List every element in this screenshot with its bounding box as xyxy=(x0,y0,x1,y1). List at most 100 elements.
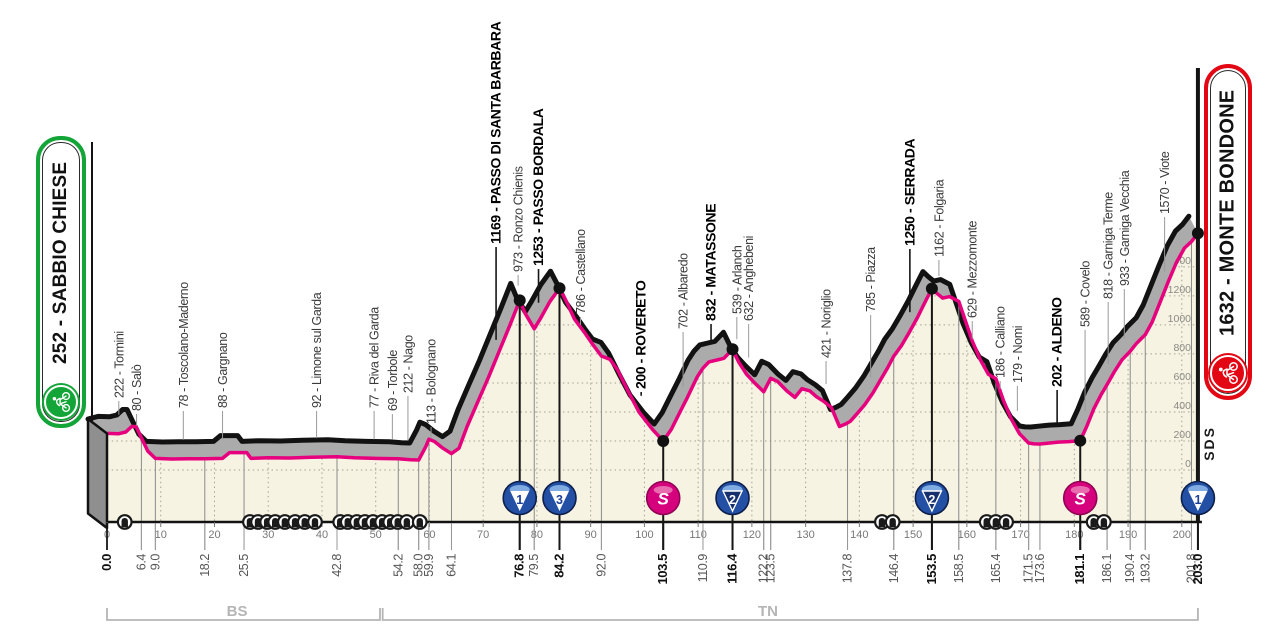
climb-icon-cat-1: 1 xyxy=(502,480,538,516)
x-tick-label: 90 xyxy=(585,529,597,541)
text: 1 xyxy=(1194,493,1201,507)
waypoint-label: 702 - Albaredo xyxy=(677,253,691,329)
x-tick-label: 10 xyxy=(155,529,167,541)
path xyxy=(311,518,319,528)
waypoint-label: 632 - Anghebeni xyxy=(742,236,756,321)
climb-icon-cat-3: 3 xyxy=(542,480,577,516)
waypoint-label: 92 - Limone sul Garda xyxy=(310,292,324,408)
province-label: TN xyxy=(758,603,778,620)
climb-icon-cat-2: 2 xyxy=(914,480,950,516)
km-label: 190.4 xyxy=(1123,554,1137,584)
summit-dot xyxy=(553,282,566,295)
waypoint-label: 933 - Garniga Vecchia xyxy=(1118,170,1132,286)
text: 1 xyxy=(516,493,523,507)
km-label: 84.2 xyxy=(551,554,566,578)
waypoint-label: 186 - Calliano xyxy=(994,306,1008,378)
profile-line xyxy=(106,232,1200,462)
km-label: 92.0 xyxy=(594,554,608,577)
credit-sds: SDS xyxy=(1201,426,1217,461)
km-label: 54.2 xyxy=(391,554,405,577)
waypoint-label: 589 - Covelo xyxy=(1079,260,1093,327)
tunnel-icon xyxy=(411,514,428,530)
path xyxy=(1100,518,1108,528)
x-tick-label: 40 xyxy=(316,529,328,541)
path xyxy=(878,518,886,528)
tunnel-icon xyxy=(307,514,323,530)
province-label: BS xyxy=(227,603,248,620)
text: 2 xyxy=(729,493,736,507)
km-label: 103.5 xyxy=(655,554,670,585)
path xyxy=(921,490,943,513)
x-tick-label: 80 xyxy=(531,529,543,541)
waypoint-label: 88 - Gargnano xyxy=(216,332,230,408)
km-label: 171.5 xyxy=(1022,554,1036,584)
waypoint-label: 80 - Salò xyxy=(130,364,144,411)
path xyxy=(121,518,128,528)
km-label: 146.4 xyxy=(887,554,901,584)
path xyxy=(416,518,423,528)
start-face xyxy=(86,417,109,530)
km-label: 203.0 xyxy=(1190,554,1205,585)
ellipse xyxy=(653,486,673,494)
tunnel-icon xyxy=(1095,514,1112,530)
profile-area-fill xyxy=(107,233,1198,522)
km-label: 193.2 xyxy=(1138,554,1152,584)
province-bracket xyxy=(106,608,381,621)
text: S xyxy=(658,490,670,509)
tunnel-icon xyxy=(398,514,415,530)
km-label: 165.4 xyxy=(989,554,1003,584)
waypoint-label: 818 - Garniga Terme xyxy=(1102,192,1116,299)
waypoint-label: 1570 - Viote xyxy=(1158,151,1172,214)
km-label: 201.8 xyxy=(1184,554,1198,584)
waypoint-label: 1169 - PASSO DI SANTA BARBARA xyxy=(488,21,504,244)
km-label: 64.1 xyxy=(444,554,458,577)
km-label: 6.4 xyxy=(134,554,148,571)
waypoint-label: 222 - Tormini xyxy=(112,331,126,398)
km-label: 79.5 xyxy=(527,554,541,577)
waypoint-label: 200 - ROVERETO xyxy=(633,280,649,389)
km-label: 173.6 xyxy=(1033,554,1047,584)
start-badge: 252 - SABBIO CHIESE xyxy=(36,136,86,428)
x-tick-label: 70 xyxy=(477,529,489,541)
waypoint-label: 832 - MATASSONE xyxy=(703,204,719,321)
km-label: 76.8 xyxy=(512,554,527,578)
waypoint-label: 539 - Arlanch xyxy=(730,245,744,314)
elevation-label: 400 xyxy=(1173,400,1191,412)
sprint-icon: S xyxy=(1062,480,1098,516)
x-tick-label: 30 xyxy=(262,529,274,541)
path xyxy=(1002,518,1010,528)
km-label: 158.5 xyxy=(952,554,966,584)
km-label: 137.8 xyxy=(841,554,855,584)
waypoint-label: 113 - Bolognano xyxy=(425,339,439,424)
x-tick-label: 130 xyxy=(796,529,814,541)
waypoint-label: 78 - Toscolano-Maderno xyxy=(177,282,191,408)
path xyxy=(721,490,744,513)
cyclist-icon xyxy=(1210,355,1246,391)
x-tick-label: 50 xyxy=(370,529,382,541)
waypoint-label: 179 - Nomi xyxy=(1011,326,1025,383)
km-label: 116.4 xyxy=(725,553,740,584)
text: 2 xyxy=(928,493,935,507)
x-tick-label: 160 xyxy=(958,529,976,541)
km-label: 9.0 xyxy=(148,554,162,571)
summit-dot xyxy=(1074,434,1087,447)
x-tick-label: 20 xyxy=(208,529,220,541)
path xyxy=(992,518,1000,528)
path xyxy=(403,518,411,528)
climb-icon-cat-1: 1 xyxy=(1180,480,1216,516)
path xyxy=(1090,518,1097,528)
km-label: 186.1 xyxy=(1100,554,1114,584)
path xyxy=(1188,491,1208,511)
text: 3 xyxy=(556,493,563,507)
waypoint-label: 202 - ALDENO xyxy=(1049,297,1065,387)
sprint-icon: S xyxy=(645,480,681,516)
elevation-label: 800 xyxy=(1173,342,1191,354)
x-tick-label: 100 xyxy=(635,529,653,541)
waypoint-label: 1162 - Folgaria xyxy=(932,179,946,257)
summit-dot xyxy=(657,434,670,447)
waypoint-label: 786 - Castellano xyxy=(574,229,588,314)
summit-dot xyxy=(726,343,739,356)
path xyxy=(889,518,896,528)
tunnel-icon xyxy=(884,514,901,530)
